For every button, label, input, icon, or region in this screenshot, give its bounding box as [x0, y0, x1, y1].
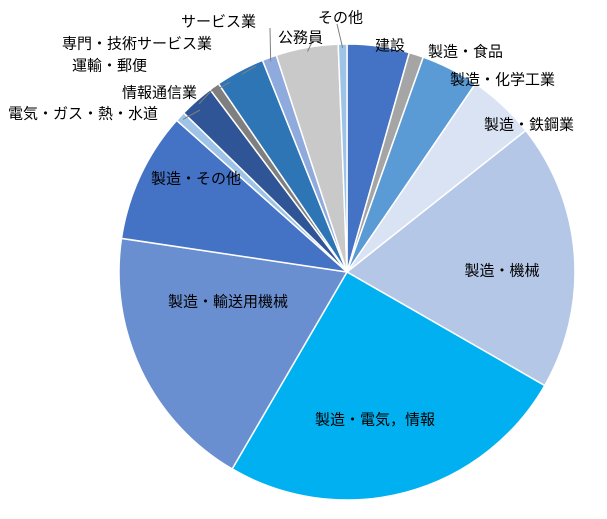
pie-slice [337, 43, 348, 273]
leader-lines [182, 23, 344, 120]
slice-label: 製造・鉄鋼業 [484, 116, 574, 134]
slice-label: 専門・技術サービス業 [62, 35, 212, 53]
pie-slice [345, 129, 576, 387]
pie-slice [118, 237, 349, 470]
slice-label: 製造・輸送用機械 [168, 293, 288, 311]
pie-slices [118, 43, 576, 501]
slice-label: 建設 [375, 37, 405, 55]
leader-line [307, 41, 313, 52]
pie-slice [120, 119, 350, 274]
slice-label: その他 [318, 9, 363, 27]
leader-line [336, 23, 344, 49]
slice-label: 運輸・郵便 [72, 57, 147, 75]
leader-line [216, 81, 231, 91]
leader-line [241, 65, 257, 75]
slice-label: 電気・ガス・熱・水道 [8, 105, 158, 123]
leader-line [182, 109, 201, 120]
leader-line [269, 27, 272, 62]
slice-label: 製造・電気，情報 [315, 411, 435, 429]
slice-label: 情報通信業 [122, 84, 197, 102]
slice-label: 公務員 [278, 29, 323, 47]
slice-label: サービス業 [181, 13, 256, 31]
leader-line [198, 87, 215, 105]
pie-slice [231, 270, 546, 501]
slice-label: 製造・その他 [151, 170, 241, 188]
slice-label: 製造・機械 [464, 262, 539, 280]
slice-label: 製造・食品 [428, 43, 503, 61]
slice-label: 製造・化学工業 [450, 71, 555, 89]
